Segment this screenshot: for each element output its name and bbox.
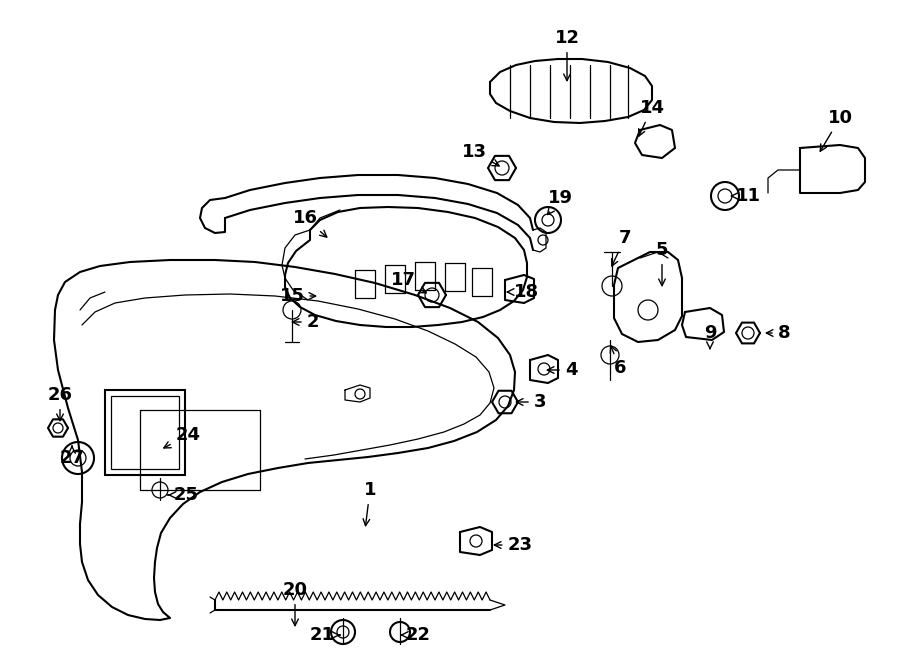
Text: 20: 20	[283, 581, 308, 626]
Text: 2: 2	[292, 313, 320, 331]
Text: 21: 21	[310, 626, 340, 644]
Text: 4: 4	[547, 361, 577, 379]
Text: 6: 6	[610, 346, 626, 377]
Text: 19: 19	[547, 189, 572, 215]
Text: 24: 24	[164, 426, 201, 448]
Text: 27: 27	[59, 446, 85, 467]
Text: 7: 7	[612, 229, 631, 266]
Bar	[105, 390, 185, 475]
Text: 25: 25	[168, 486, 199, 504]
Text: 14: 14	[639, 99, 664, 136]
Text: 10: 10	[820, 109, 852, 151]
Text: 23: 23	[494, 536, 533, 554]
Text: 8: 8	[766, 324, 790, 342]
Text: 16: 16	[292, 209, 327, 237]
Text: 9: 9	[704, 324, 716, 348]
Text: 15: 15	[280, 287, 316, 305]
Text: 13: 13	[462, 143, 500, 166]
Text: 11: 11	[732, 187, 760, 205]
Text: 3: 3	[517, 393, 546, 411]
Text: 17: 17	[391, 271, 427, 293]
Text: 18: 18	[508, 283, 540, 301]
Text: 5: 5	[656, 241, 668, 286]
Text: 1: 1	[363, 481, 376, 525]
Bar	[111, 396, 179, 469]
Text: 26: 26	[48, 386, 73, 420]
Text: 12: 12	[554, 29, 580, 81]
Text: 22: 22	[401, 626, 430, 644]
